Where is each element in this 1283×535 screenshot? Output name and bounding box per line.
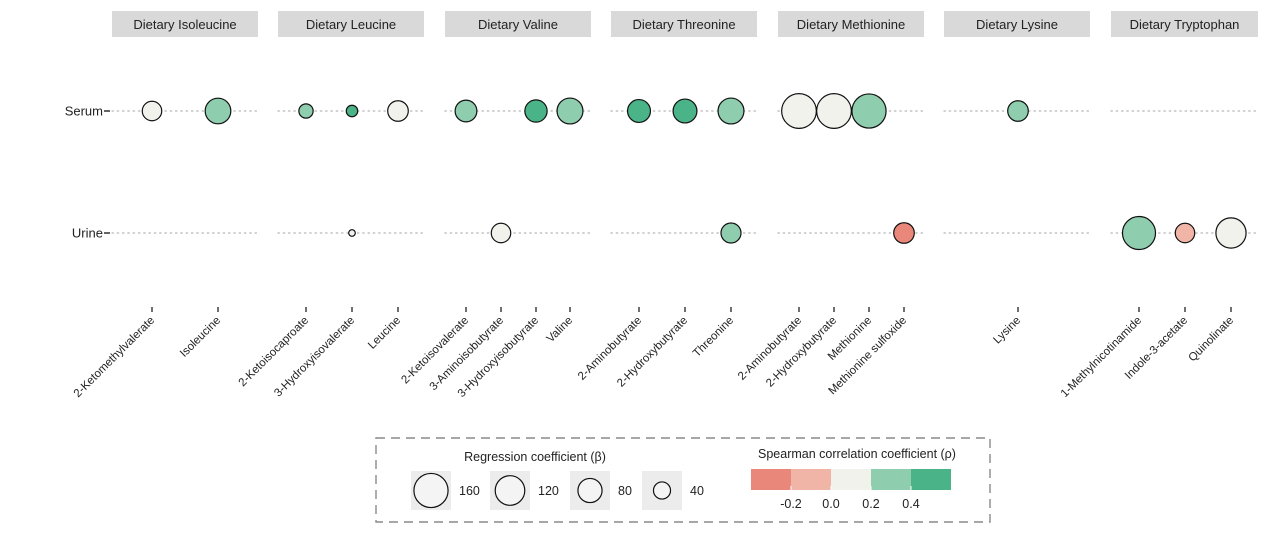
x-tick-label: 2-Ketomethylvalerate — [72, 315, 157, 400]
x-tick-labels: 2-Ketomethylvalerate Isoleucine 2-Ketoisoc… — [72, 307, 1236, 400]
color-bin — [831, 469, 871, 490]
x-tick-label: 1-Methylnicotinamide — [1059, 315, 1144, 400]
bubble — [1007, 100, 1029, 122]
size-key-circle — [413, 472, 449, 509]
size-key-label: 120 — [538, 484, 559, 498]
facet-strip-6 — [1111, 11, 1258, 37]
facet-label-2: Dietary Valine — [478, 17, 558, 32]
x-tick-label: Leucine — [366, 315, 403, 352]
bubble — [1174, 222, 1196, 244]
x-tick-label: Threonine — [691, 315, 736, 360]
x-tick-label: Lysine — [991, 315, 1023, 347]
legend: Regression coefficient (β) 160 120 80 40 Spea… — [375, 437, 991, 523]
bubble — [387, 100, 409, 122]
facet-label-4: Dietary Methionine — [797, 17, 905, 32]
facet-strip-1 — [278, 11, 424, 37]
x-tick-label: 2-Aminobutyrate — [736, 315, 804, 383]
bubble — [298, 103, 314, 119]
facet-label-6: Dietary Tryptophan — [1130, 17, 1240, 32]
facet-label-0: Dietary Isoleucine — [133, 17, 236, 32]
row-label-serum: Serum — [65, 104, 103, 119]
size-key-circle — [652, 481, 672, 500]
facet-label-3: Dietary Threonine — [632, 17, 735, 32]
bubble — [1121, 215, 1157, 251]
size-key-label: 80 — [618, 484, 632, 498]
bubble — [893, 222, 915, 244]
x-tick-label: 2-Ketoisovalerate — [399, 315, 471, 387]
bubble — [348, 229, 356, 237]
color-bin — [791, 469, 831, 490]
bubble — [1215, 217, 1247, 249]
data-points — [141, 93, 1247, 251]
x-tick-label: Quinolinate — [1186, 315, 1236, 365]
bubble — [454, 99, 478, 123]
bubble — [556, 97, 584, 125]
bubble — [626, 98, 652, 124]
bubble — [851, 93, 887, 129]
color-tick-label: 0.4 — [902, 497, 919, 511]
bubble — [672, 98, 698, 124]
color-tick-label: 0.0 — [822, 497, 839, 511]
bubble — [204, 97, 232, 125]
bubble — [816, 93, 852, 129]
color-bin — [871, 469, 911, 490]
facet-label-1: Dietary Leucine — [306, 17, 396, 32]
color-tick-label: -0.2 — [780, 497, 802, 511]
size-key-circle — [577, 477, 603, 504]
bubble — [490, 222, 512, 244]
color-tick-label: 0.2 — [862, 497, 879, 511]
bubble — [524, 99, 548, 123]
facet-strips: Dietary Isoleucine Dietary Leucine Dietary… — [111, 11, 1259, 234]
row-labels: Serum Urine — [65, 104, 110, 241]
size-legend-title: Regression coefficient (β) — [464, 450, 606, 464]
facet-label-5: Dietary Lysine — [976, 17, 1058, 32]
facet-strip-0 — [112, 11, 258, 37]
facet-strip-2 — [445, 11, 591, 37]
bubble — [781, 93, 817, 129]
color-bin — [751, 469, 791, 490]
color-bin — [911, 469, 951, 490]
row-label-urine: Urine — [72, 226, 103, 241]
color-legend-title: Spearman correlation coefficient (ρ) — [758, 447, 956, 461]
size-key-label: 160 — [459, 484, 480, 498]
facet-strip-4 — [778, 11, 924, 37]
bubble — [720, 222, 742, 244]
size-key-circle — [494, 475, 526, 506]
x-tick-label: Valine — [545, 315, 575, 345]
facet-strip-5 — [944, 11, 1090, 37]
legend-frame — [375, 437, 991, 523]
bubble — [345, 104, 359, 118]
x-tick-label: Isoleucine — [178, 315, 223, 360]
x-tick-label: 3-Hydroxyisovalerate — [272, 315, 357, 400]
facet-strip-3 — [611, 11, 757, 37]
size-key-label: 40 — [690, 484, 704, 498]
bubble — [141, 100, 163, 122]
bubble — [717, 97, 745, 125]
